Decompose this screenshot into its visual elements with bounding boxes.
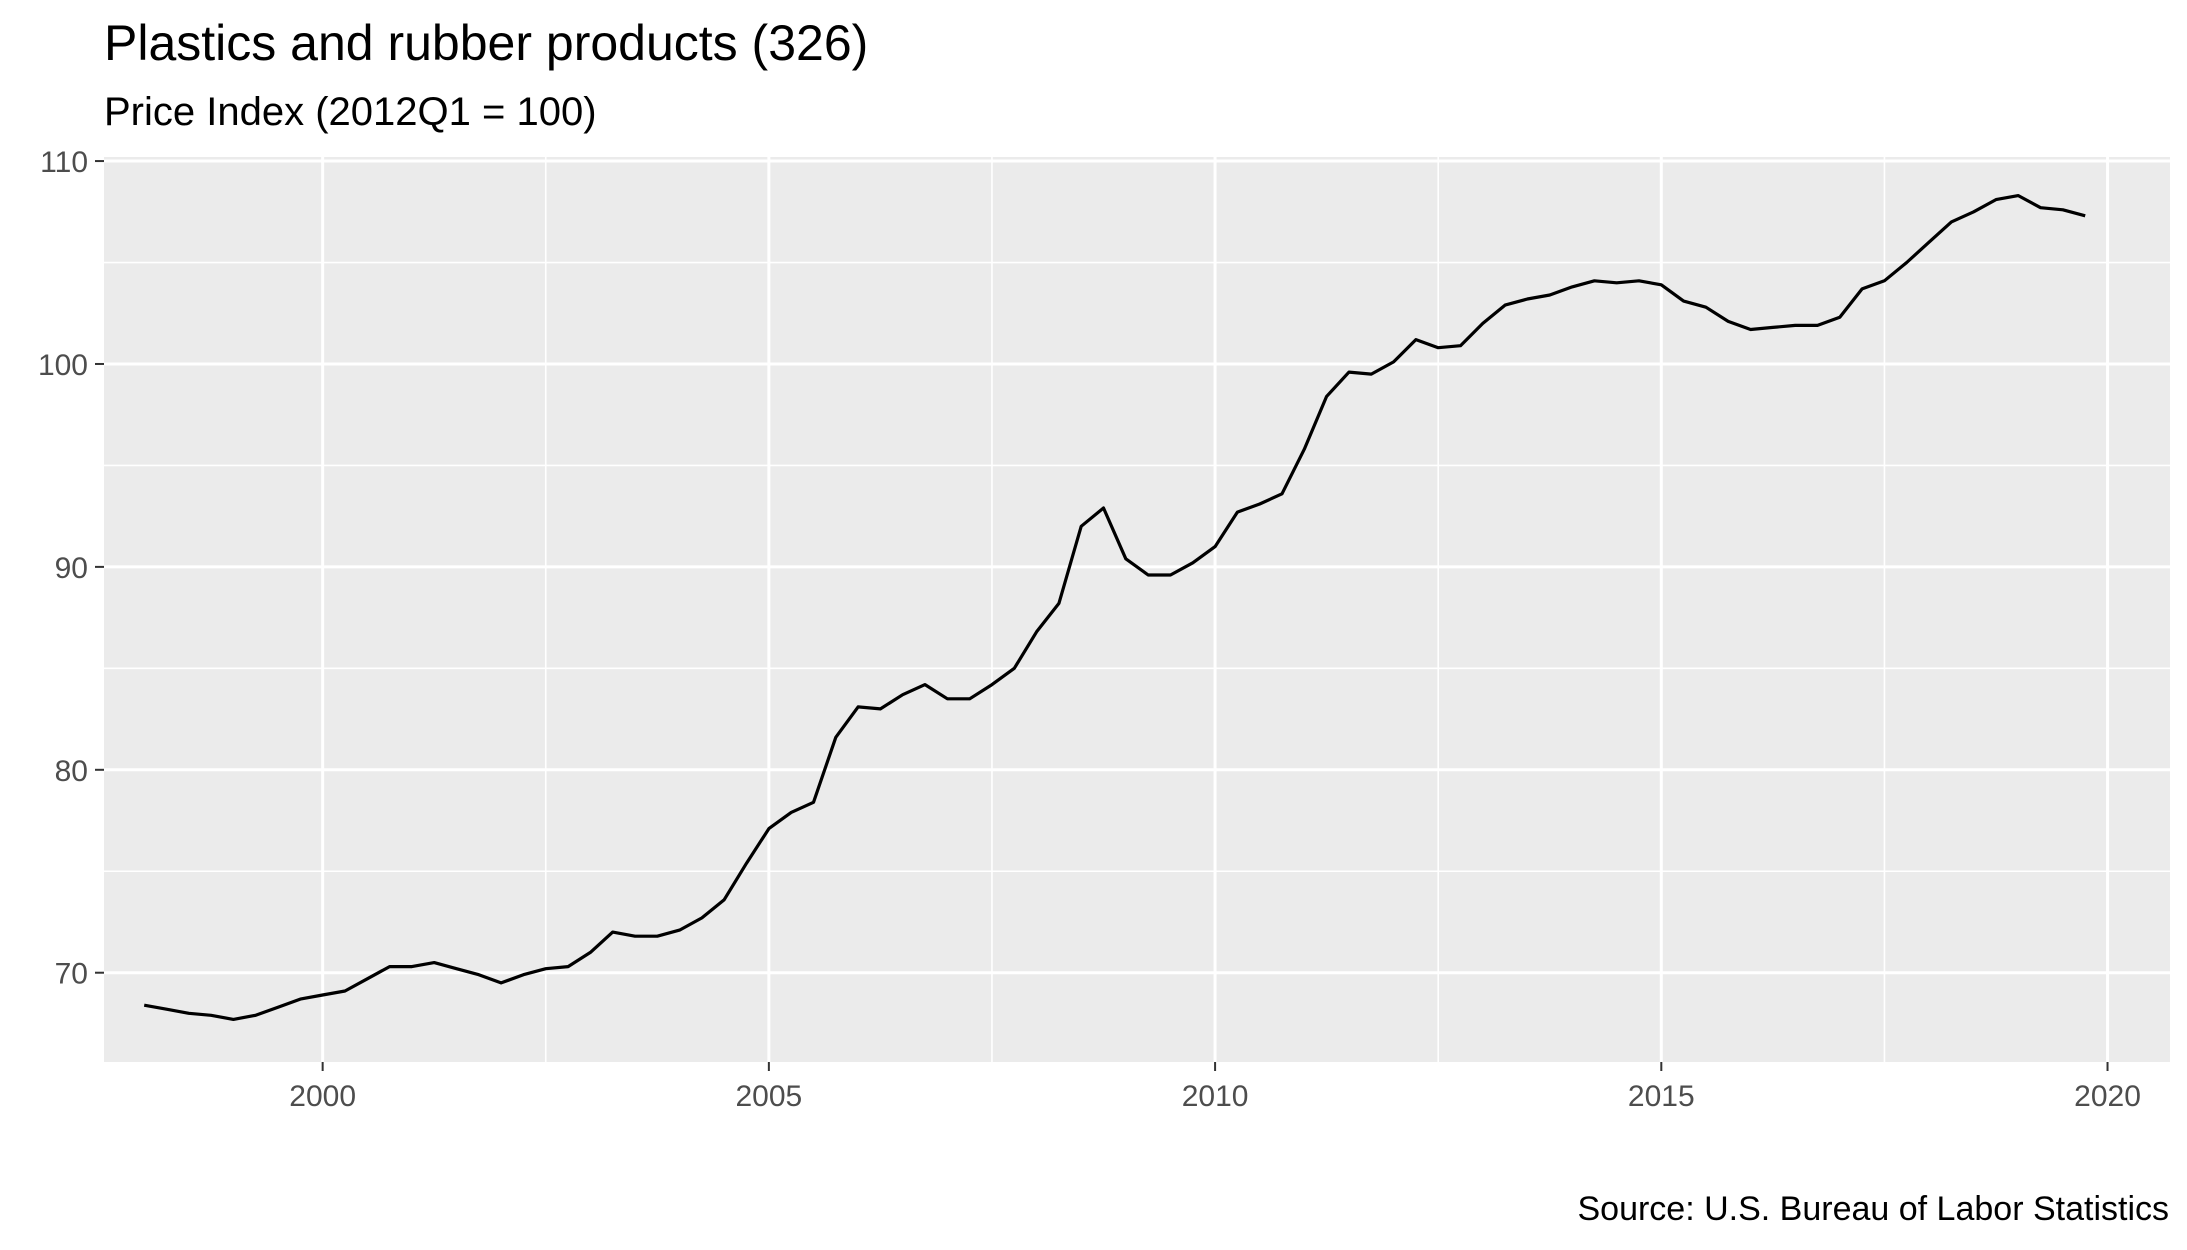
chart-subtitle: Price Index (2012Q1 = 100) (104, 90, 597, 134)
y-axis: 70 80 90 100 110 (38, 146, 104, 991)
minor-grid (104, 157, 2170, 1062)
y-tick-label: 80 (55, 755, 88, 788)
x-tick-label: 2005 (735, 1080, 802, 1113)
y-tick-label: 70 (55, 958, 88, 991)
x-tick-label: 2010 (1182, 1080, 1249, 1113)
series-layer (143, 194, 2086, 1022)
y-tick-label: 90 (55, 552, 88, 585)
series-line (143, 194, 2086, 1022)
source-caption: Source: U.S. Bureau of Labor Statistics (1577, 1190, 2169, 1228)
y-tick-label: 100 (38, 349, 88, 382)
x-axis: 2000 2005 2010 2015 2020 (289, 1062, 2141, 1113)
x-tick-label: 2020 (2074, 1080, 2141, 1113)
y-tick-label: 110 (40, 146, 88, 179)
x-tick-label: 2000 (289, 1080, 356, 1113)
x-tick-label: 2015 (1628, 1080, 1695, 1113)
chart-title: Plastics and rubber products (326) (104, 15, 869, 71)
plot-panel (104, 157, 2170, 1062)
